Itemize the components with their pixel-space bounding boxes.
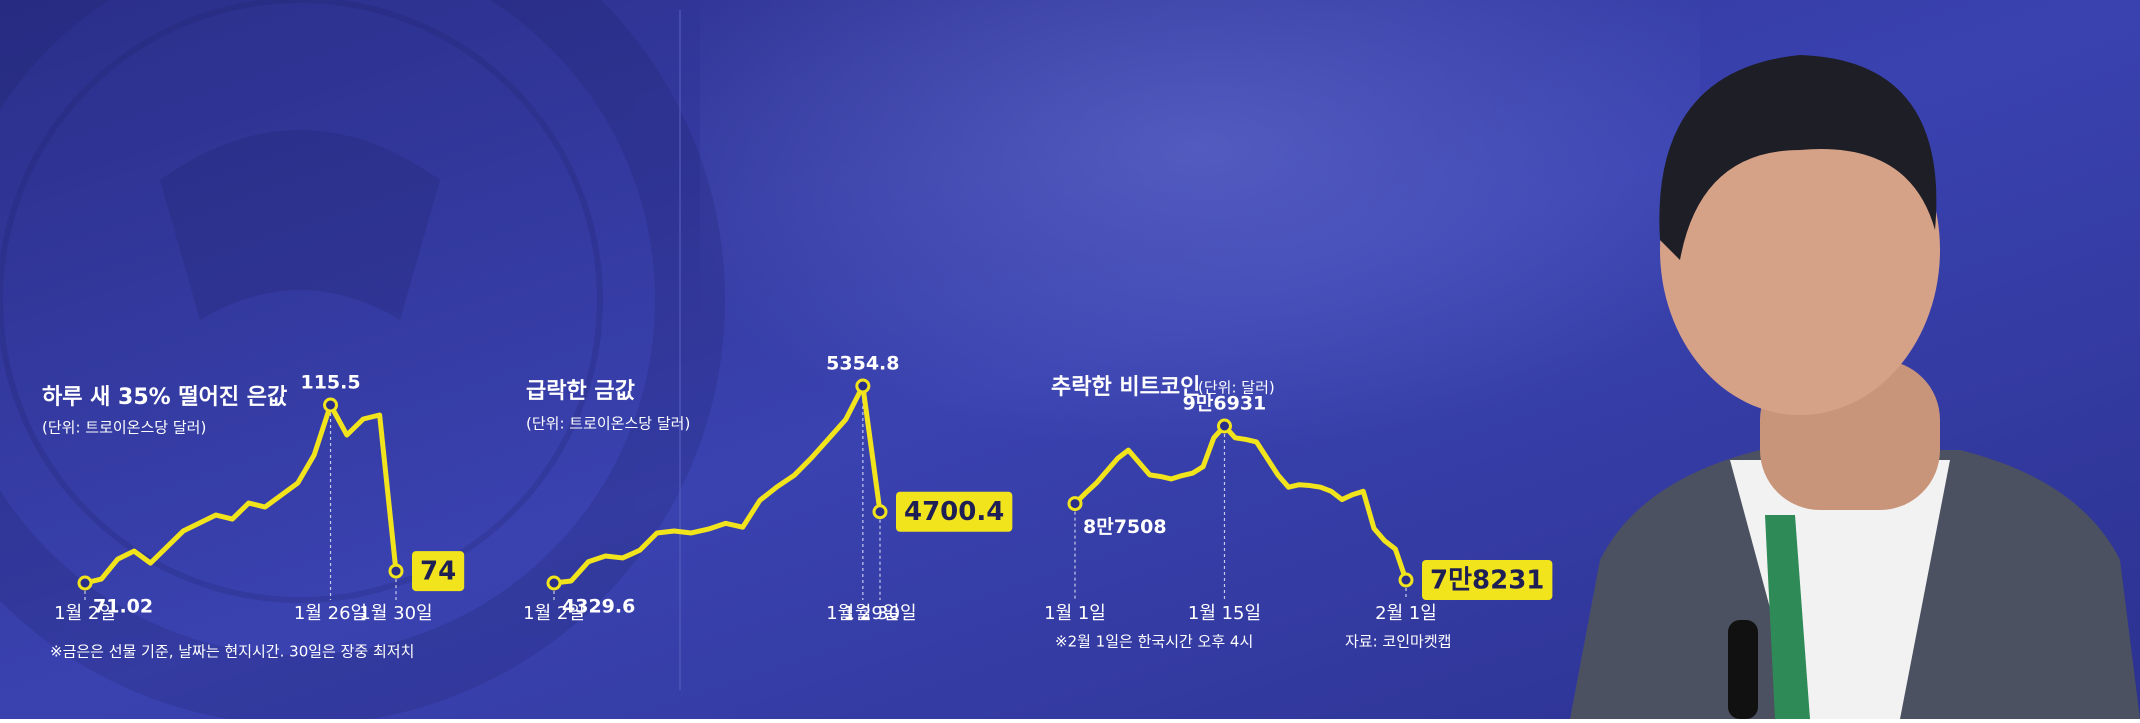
point [1067,496,1083,512]
glow [700,0,1700,500]
value-label: 71.02 [93,596,153,618]
note: ※2월 1일은 한국시간 오후 4시 [1055,633,1253,651]
point [855,378,871,394]
x-tick-label: 2월 1일 [1375,603,1437,624]
portrait [1570,55,2140,719]
source: 자료: 코인마켓캡 [1345,633,1451,651]
point [1216,418,1232,434]
series-line [553,383,883,586]
point [872,504,888,520]
series-line [1073,423,1409,581]
value-badge: 4700.4 [896,491,1013,532]
point [77,575,93,591]
x-tick-label: 1월 30일 [843,603,916,624]
badge-box [896,491,1013,532]
value-badge: 74 [412,551,465,592]
series-line [84,402,399,586]
value-label: 74 [420,557,456,587]
value-label: 4329.6 [562,596,635,618]
x-tick-label: 1월 30일 [359,603,432,624]
value-label: 7만8231 [1430,566,1544,596]
badge-box [1422,560,1553,600]
x-tick-label: 1월 2일 [54,603,116,624]
point [323,397,339,413]
point [546,575,562,591]
x-tick-label: 1월 15일 [1188,603,1261,624]
value-badge: 7만8231 [1422,560,1553,600]
unit-label: (단위: 트로이온스당 달러) [42,419,206,437]
x-tick-label: 1월 26일 [294,603,367,624]
note: ※금은은 선물 기준, 날짜는 현지시간. 30일은 장중 최저치 [50,643,414,661]
unit-label: (단위: 트로이온스당 달러) [526,415,690,433]
x-tick-label: 1월 29일 [826,603,899,624]
seal [0,0,725,723]
chart-title: 하루 새 35% 떨어진 은값 [42,385,287,410]
value-label: 9만6931 [1183,393,1267,415]
point [1398,572,1414,588]
badge-box [412,551,465,592]
x-tick-label: 1월 1일 [1044,603,1106,624]
x-tick-label: 1월 2일 [523,603,585,624]
chart-title: 추락한 비트코인 [1051,375,1200,400]
chart-title: 급락한 금값 [526,379,635,404]
unit-label: (단위: 달러) [1198,379,1275,397]
value-label: 4700.4 [904,497,1004,527]
value-label: 5354.8 [826,353,899,375]
point [388,563,404,579]
value-label: 8만7508 [1083,516,1167,538]
value-label: 115.5 [300,372,360,394]
